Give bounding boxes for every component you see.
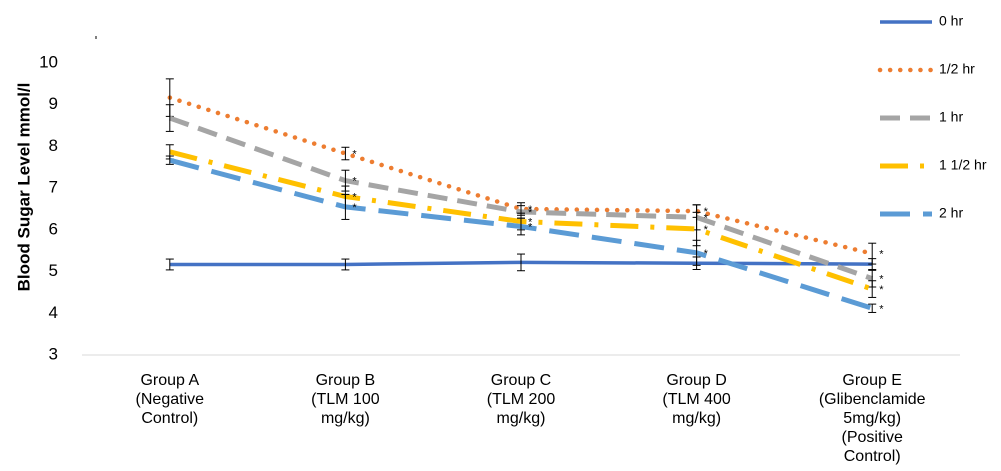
significance-star: *: [704, 212, 709, 224]
legend-label: 2 hr: [939, 205, 963, 221]
x-category-label: Group A (Negative Control): [136, 372, 205, 427]
series-line: [167, 95, 875, 256]
significance-star: *: [879, 284, 884, 296]
y-axis-label: Blood Sugar Level mmol/l: [14, 83, 33, 292]
y-tick-label: 5: [49, 261, 58, 280]
significance-star: *: [879, 274, 884, 286]
significance-star: *: [352, 191, 357, 203]
x-category-label: Group B (TLM 100 mg/kg): [311, 372, 380, 427]
legend-label: 1 hr: [939, 109, 963, 125]
significance-star: *: [528, 217, 533, 229]
significance-star: *: [704, 248, 709, 260]
y-tick-label: 10: [39, 52, 58, 71]
series-1: [165, 78, 877, 265]
series-0: [165, 253, 877, 272]
y-tick-label: 4: [49, 303, 58, 322]
series-4: [165, 155, 877, 313]
significance-star: *: [528, 204, 533, 216]
significance-star: *: [704, 224, 709, 236]
y-tick-label: 9: [49, 94, 58, 113]
legend-label: 1/2 hr: [939, 61, 975, 77]
x-category-label: Group D (TLM 400 mg/kg): [662, 372, 731, 427]
significance-star: *: [352, 202, 357, 214]
significance-star: *: [879, 303, 884, 315]
y-tick-label: 8: [49, 136, 58, 155]
x-category-label: Group C (TLM 200 mg/kg): [487, 372, 556, 427]
legend-label: 0 hr: [939, 13, 963, 29]
legend-label: 1 1/2 hr: [939, 157, 987, 173]
significance-star: *: [352, 176, 357, 188]
y-tick-label: 3: [49, 344, 58, 363]
x-category-label: Group E (Glibenclamide 5mg/kg) (Positive Con…: [819, 372, 926, 465]
y-tick-label: 7: [49, 178, 58, 197]
significance-star: *: [704, 206, 709, 218]
significance-star: *: [528, 222, 533, 234]
significance-star: *: [528, 207, 533, 219]
significance-star: *: [352, 149, 357, 161]
y-tick-label: 6: [49, 219, 58, 238]
significance-star: *: [879, 249, 884, 261]
